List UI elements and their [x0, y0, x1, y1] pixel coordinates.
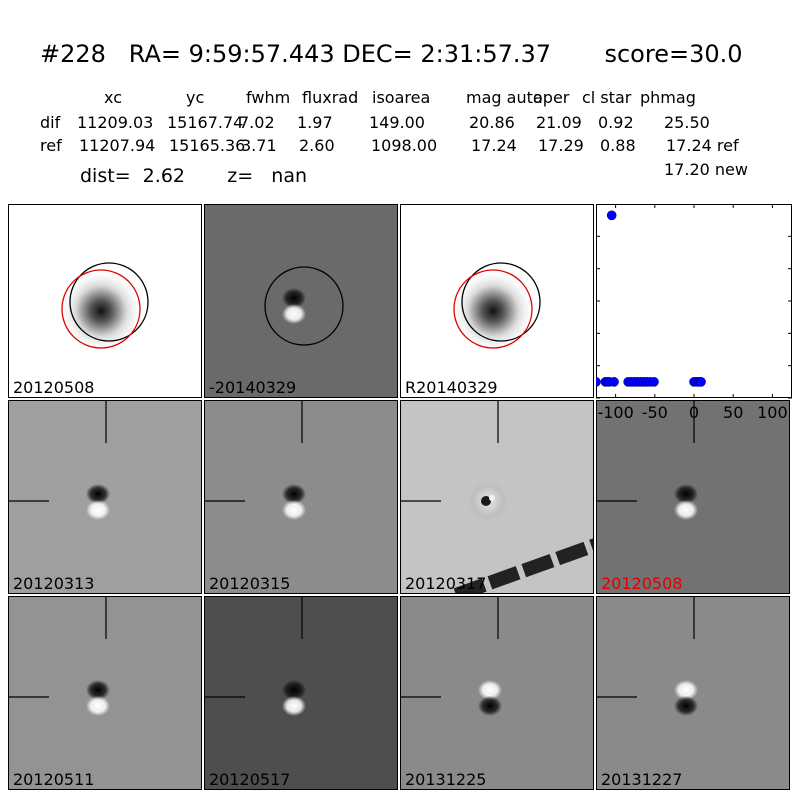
dipole-lobe-top — [282, 680, 306, 700]
x-tick-label: 50 — [723, 403, 743, 422]
dipole-lobe-top — [86, 484, 110, 504]
column-header: cl star — [582, 88, 632, 107]
table-cell: 17.29 — [538, 136, 584, 155]
stamp-date-label: R20140329 — [405, 378, 498, 397]
dipole-lobe-bottom — [478, 696, 502, 716]
satellite-streak — [453, 538, 593, 593]
stamp-date-label: 20120508 — [13, 378, 95, 397]
data-point — [596, 377, 601, 387]
table-cell: 7.02 — [239, 113, 275, 132]
image-stamp: R20140329 — [400, 204, 594, 398]
data-point — [609, 377, 619, 387]
column-header: yc — [186, 88, 205, 107]
dipole-lobe-top — [674, 484, 698, 504]
table-cell: 149.00 — [369, 113, 425, 132]
image-stamp: 20131225 — [400, 596, 594, 790]
row-label: dif — [40, 113, 61, 132]
stamp-date-label: 20120508 — [601, 574, 683, 593]
image-stamp: 20120517 — [204, 596, 398, 790]
red-circle — [61, 269, 141, 349]
image-stamp: 20131227 — [596, 596, 790, 790]
table-cell: 20.86 — [469, 113, 515, 132]
stamp-date-label: 20120313 — [13, 574, 95, 593]
column-header: mag auto — [466, 88, 543, 107]
data-point — [606, 210, 617, 221]
table-cell: 17.24 — [471, 136, 517, 155]
image-stamp: 20120508 — [596, 400, 790, 594]
column-header: xc — [104, 88, 122, 107]
table-cell: 15165.36 — [169, 136, 246, 155]
column-header: isoarea — [372, 88, 431, 107]
dipole-lobe-bottom — [282, 500, 306, 520]
red-circle — [453, 269, 533, 349]
dipole-lobe-bottom — [86, 500, 110, 520]
table-cell: 25.50 — [664, 113, 710, 132]
new-mag-label: 17.20 new — [664, 160, 748, 179]
black-circle — [461, 262, 541, 342]
table-cell: 3.71 — [241, 136, 277, 155]
image-stamp: 20120317 — [400, 400, 594, 594]
image-stamp: -20140329 — [204, 204, 398, 398]
stamp-date-label: 20120517 — [209, 770, 291, 789]
image-stamp: 20120511 — [8, 596, 202, 790]
column-header: aper — [533, 88, 570, 107]
table-cell: 17.24 ref — [666, 136, 739, 155]
stamp-date-label: 20120315 — [209, 574, 291, 593]
residual-core — [481, 496, 491, 506]
column-header: fwhm — [246, 88, 291, 107]
dipole-lobe-top — [282, 484, 306, 504]
table-cell: 1.97 — [297, 113, 333, 132]
image-stamp: 20120315 — [204, 400, 398, 594]
x-tick-label: 100 — [757, 403, 788, 422]
table-cell: 1098.00 — [371, 136, 438, 155]
table-cell: 11207.94 — [79, 136, 156, 155]
dipole-lobe-bottom — [282, 696, 306, 716]
table-cell: 11209.03 — [77, 113, 154, 132]
dipole-lobe-bottom — [674, 500, 698, 520]
x-tick-label: -50 — [642, 403, 668, 422]
dipole-lobe-top — [86, 680, 110, 700]
table-cell: 15167.74 — [167, 113, 244, 132]
dipole-lobe-bottom — [282, 304, 306, 324]
black-circle — [69, 262, 149, 342]
table-cell: 2.60 — [299, 136, 335, 155]
stamp-date-label: 20120511 — [13, 770, 95, 789]
x-tick-label: 0 — [689, 403, 699, 422]
stamp-date-label: 20131225 — [405, 770, 487, 789]
star-source — [451, 269, 535, 353]
page-title: #228 RA= 9:59:57.443 DEC= 2:31:57.37 sco… — [40, 40, 743, 68]
column-header: phmag — [640, 88, 696, 107]
star-source — [59, 269, 143, 353]
stamp-date-label: 20120317 — [405, 574, 487, 593]
dist-line: dist= 2.62 z= nan — [80, 165, 308, 187]
black-circle — [264, 266, 344, 346]
table-cell: 21.09 — [536, 113, 582, 132]
data-point — [696, 377, 706, 387]
dipole-lobe-top — [282, 288, 306, 308]
stamp-date-label: -20140329 — [209, 378, 297, 397]
column-header: fluxrad — [302, 88, 359, 107]
image-stamp: 20120313 — [8, 400, 202, 594]
row-label: ref — [40, 136, 62, 155]
plot-frame — [596, 204, 792, 398]
dipole-lobe-top — [674, 680, 698, 700]
data-point — [649, 377, 659, 387]
stamp-date-label: 20131227 — [601, 770, 683, 789]
dipole-lobe-bottom — [674, 696, 698, 716]
x-tick-label: -100 — [597, 403, 633, 422]
dipole-lobe-bottom — [86, 696, 110, 716]
table-cell: 0.92 — [598, 113, 634, 132]
image-stamp: 20120508 — [8, 204, 202, 398]
table-cell: 0.88 — [600, 136, 636, 155]
dipole-lobe-top — [478, 680, 502, 700]
